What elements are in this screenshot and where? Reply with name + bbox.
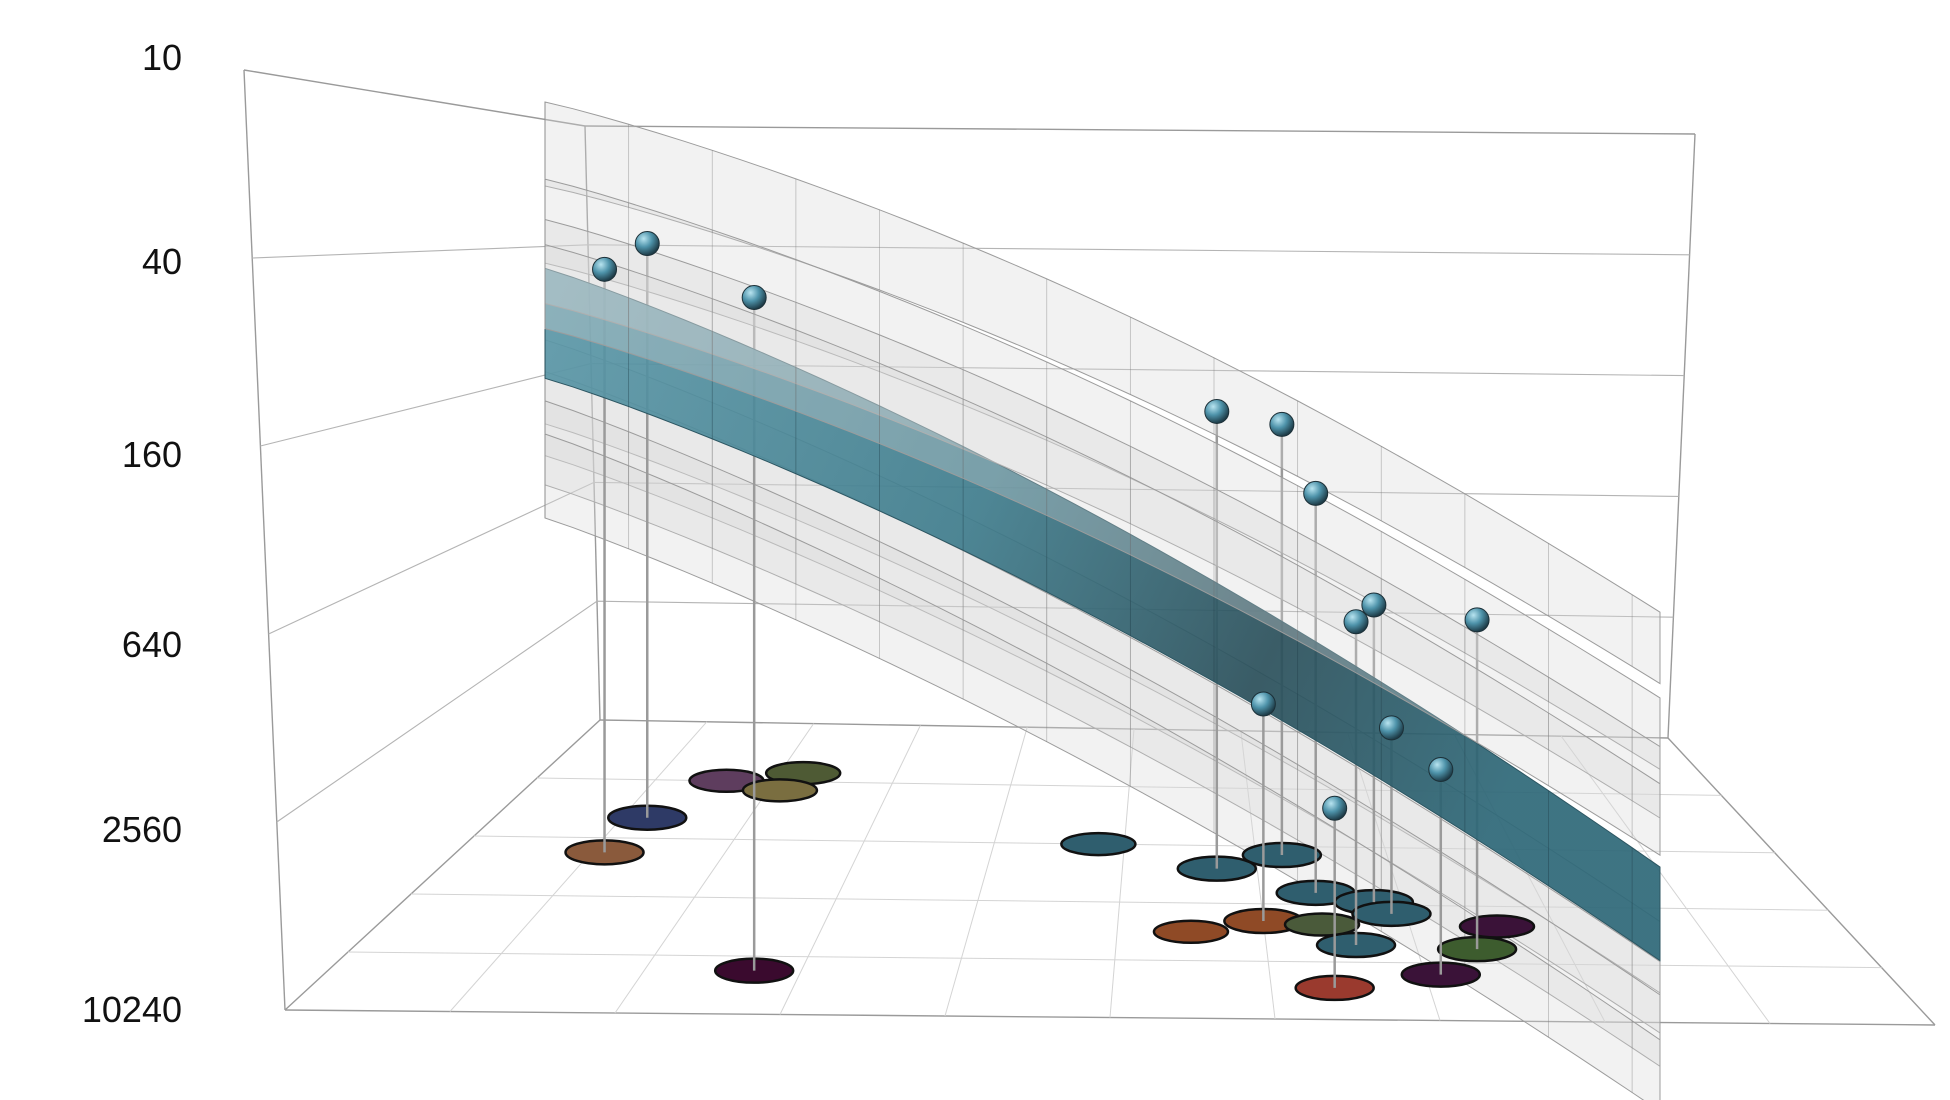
- box-edge-floor-right: [1667, 737, 1936, 1026]
- floor-gridline: [449, 721, 708, 1012]
- box-edge-right-vertical: [1667, 133, 1696, 739]
- z-tick-label: 2560: [102, 809, 182, 850]
- data-point-sphere: [1303, 480, 1329, 506]
- z-tick-label: 10: [142, 37, 182, 78]
- data-point-sphere: [1250, 691, 1276, 717]
- z-tick-label: 160: [122, 434, 182, 475]
- floor-gridline: [1560, 735, 1771, 1024]
- box-edge-left: [243, 69, 286, 1011]
- floor-marker: [1283, 912, 1361, 937]
- data-point-sphere: [1204, 398, 1230, 424]
- box-edge-top-left: [243, 69, 586, 127]
- data-point-sphere: [592, 256, 618, 282]
- floor-gridline: [347, 951, 1882, 969]
- data-point-sphere: [1378, 715, 1404, 741]
- z-gridline: [252, 244, 1690, 259]
- spheres: [592, 231, 1490, 821]
- surface-upper-band-2: [544, 243, 1661, 857]
- floor-marker: [741, 778, 819, 803]
- surface-upper-band-5: [544, 101, 1661, 685]
- z-tick-label: 10240: [82, 989, 182, 1030]
- data-point-sphere: [1322, 795, 1348, 821]
- z-tick-label: 640: [122, 624, 182, 665]
- surface-fit: [544, 267, 1661, 962]
- upper-surfaces: [544, 101, 1661, 857]
- z-axis-tick-labels: 10 40 160 640 2560 10240: [82, 37, 182, 1030]
- data-point-sphere: [1428, 757, 1454, 783]
- data-point-sphere: [1361, 592, 1387, 618]
- floor-gridline: [779, 725, 921, 1015]
- floor-gridline: [944, 727, 1028, 1017]
- floor-marker: [1458, 914, 1536, 939]
- floor-gridline: [1109, 728, 1135, 1018]
- floor-marker: [1060, 831, 1137, 857]
- data-point-sphere: [1464, 607, 1490, 633]
- data-point-sphere: [1343, 609, 1369, 635]
- data-point-sphere: [741, 285, 767, 311]
- box-edge-top-back: [584, 125, 1696, 135]
- fit-surface: [544, 267, 1661, 962]
- data-point-sphere: [1269, 411, 1295, 437]
- box-edge-back-vertical: [584, 125, 601, 721]
- data-point-sphere: [634, 231, 660, 257]
- surface-lower-band-5: [544, 433, 1661, 1100]
- z-tick-label: 40: [142, 241, 182, 282]
- box-edge-floor-left: [284, 719, 601, 1011]
- floor-marker: [1152, 919, 1230, 944]
